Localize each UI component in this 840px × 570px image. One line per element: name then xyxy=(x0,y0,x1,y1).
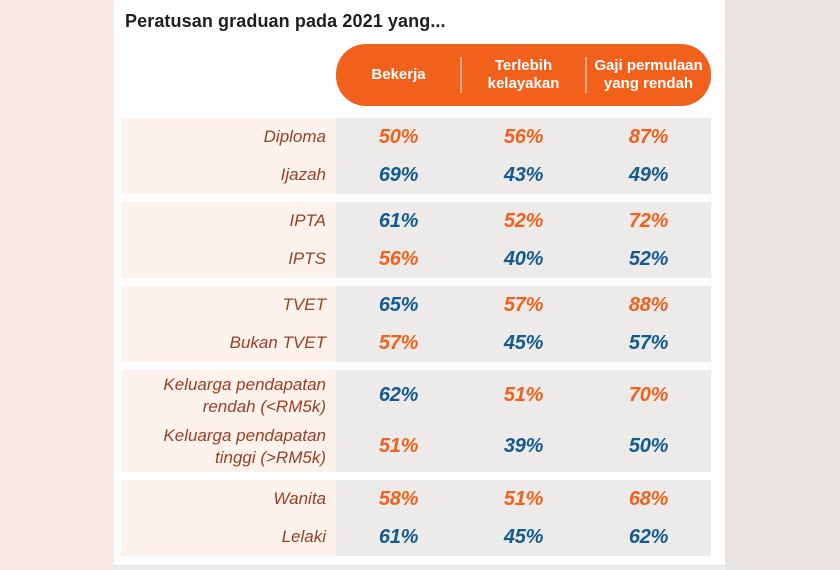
row-values: 51% 39% 50% xyxy=(336,421,711,472)
value-cell: 68% xyxy=(628,487,669,510)
value-cell: 43% xyxy=(503,163,544,186)
row-label: Bukan TVET xyxy=(121,324,336,362)
value-cell: 56% xyxy=(378,247,419,270)
table-row: IPTS 56% 40% 52% xyxy=(121,240,711,278)
value-cell: 70% xyxy=(628,384,669,406)
value-cell: 69% xyxy=(378,163,419,186)
row-label: Keluarga pendapatan tinggi (>RM5k) xyxy=(121,421,336,472)
table-row: Keluarga pendapatan rendah (<RM5k) 62% 51%… xyxy=(121,370,711,421)
value-cell: 57% xyxy=(503,293,544,316)
row-group: Diploma 50% 56% 87% Ijazah 69% 43% 49% xyxy=(121,118,711,194)
row-group: TVET 65% 57% 88% Bukan TVET 57% 45% 57% xyxy=(121,286,711,362)
row-values: 50% 56% 87% xyxy=(336,118,711,156)
column-header-line: Terlebih xyxy=(494,56,553,74)
table-row: Wanita 58% 51% 68% xyxy=(121,480,711,518)
value-cell: 45% xyxy=(503,331,544,354)
column-header-line: Gaji permulaan xyxy=(594,56,703,74)
header-divider xyxy=(585,57,587,93)
row-label: Diploma xyxy=(121,118,336,156)
value-cell: 72% xyxy=(628,209,669,232)
row-values: 57% 45% 57% xyxy=(336,324,711,362)
value-cell: 56% xyxy=(503,125,544,148)
column-header-bekerja: Bekerja xyxy=(336,44,461,106)
value-cell: 65% xyxy=(378,293,419,316)
table-row: Ijazah 69% 43% 49% xyxy=(121,156,711,194)
row-values: 56% 40% 52% xyxy=(336,240,711,278)
column-header-line: Bekerja xyxy=(371,65,426,83)
column-header-line: yang rendah xyxy=(603,75,694,92)
row-values: 61% 52% 72% xyxy=(336,202,711,240)
value-cell: 57% xyxy=(378,331,419,354)
table-row: TVET 65% 57% 88% xyxy=(121,286,711,324)
data-table: Diploma 50% 56% 87% Ijazah 69% 43% 49% IPTA 61% 52… xyxy=(121,118,711,556)
row-values: 61% 45% 62% xyxy=(336,518,711,556)
value-cell: 57% xyxy=(628,331,669,354)
value-cell: 61% xyxy=(378,525,419,548)
table-row: Lelaki 61% 45% 62% xyxy=(121,518,711,556)
value-cell: 87% xyxy=(628,125,669,148)
row-label: Lelaki xyxy=(121,518,336,556)
value-cell: 61% xyxy=(378,209,419,232)
table-row: Diploma 50% 56% 87% xyxy=(121,118,711,156)
value-cell: 62% xyxy=(378,384,419,406)
row-label: TVET xyxy=(121,286,336,324)
value-cell: 50% xyxy=(628,435,669,457)
value-cell: 39% xyxy=(503,435,544,457)
table-row: IPTA 61% 52% 72% xyxy=(121,202,711,240)
row-group: Wanita 58% 51% 68% Lelaki 61% 45% 62% xyxy=(121,480,711,556)
value-cell: 52% xyxy=(628,247,669,270)
column-header-gaji-permulaan: Gaji permulaan yang rendah xyxy=(586,44,711,106)
value-cell: 40% xyxy=(503,247,544,270)
value-cell: 52% xyxy=(503,209,544,232)
row-values: 65% 57% 88% xyxy=(336,286,711,324)
page-title: Peratusan graduan pada 2021 yang... xyxy=(125,11,446,31)
row-label: IPTS xyxy=(121,240,336,278)
infographic-card: Peratusan graduan pada 2021 yang... Beke… xyxy=(114,0,725,570)
row-values: 62% 51% 70% xyxy=(336,370,711,421)
value-cell: 51% xyxy=(503,384,544,406)
value-cell: 51% xyxy=(378,435,419,457)
row-group: IPTA 61% 52% 72% IPTS 56% 40% 52% xyxy=(121,202,711,278)
table-row: Keluarga pendapatan tinggi (>RM5k) 51% 39%… xyxy=(121,421,711,472)
row-values: 58% 51% 68% xyxy=(336,480,711,518)
row-label: IPTA xyxy=(121,202,336,240)
column-header-terlebih-kelayakan: Terlebih kelayakan xyxy=(461,44,586,106)
column-header-line: kelayakan xyxy=(487,75,560,92)
row-group: Keluarga pendapatan rendah (<RM5k) 62% 51%… xyxy=(121,370,711,472)
bottom-strip xyxy=(114,565,725,570)
value-cell: 50% xyxy=(378,125,419,148)
row-values: 69% 43% 49% xyxy=(336,156,711,194)
header-divider xyxy=(460,57,462,93)
value-cell: 49% xyxy=(628,163,669,186)
value-cell: 62% xyxy=(628,525,669,548)
table-row: Bukan TVET 57% 45% 57% xyxy=(121,324,711,362)
value-cell: 58% xyxy=(378,487,419,510)
row-label: Ijazah xyxy=(121,156,336,194)
value-cell: 88% xyxy=(628,293,669,316)
row-label: Keluarga pendapatan rendah (<RM5k) xyxy=(121,370,336,421)
value-cell: 45% xyxy=(503,525,544,548)
value-cell: 51% xyxy=(503,487,544,510)
row-label: Wanita xyxy=(121,480,336,518)
table-header: Bekerja Terlebih kelayakan Gaji permulaa… xyxy=(336,44,711,106)
